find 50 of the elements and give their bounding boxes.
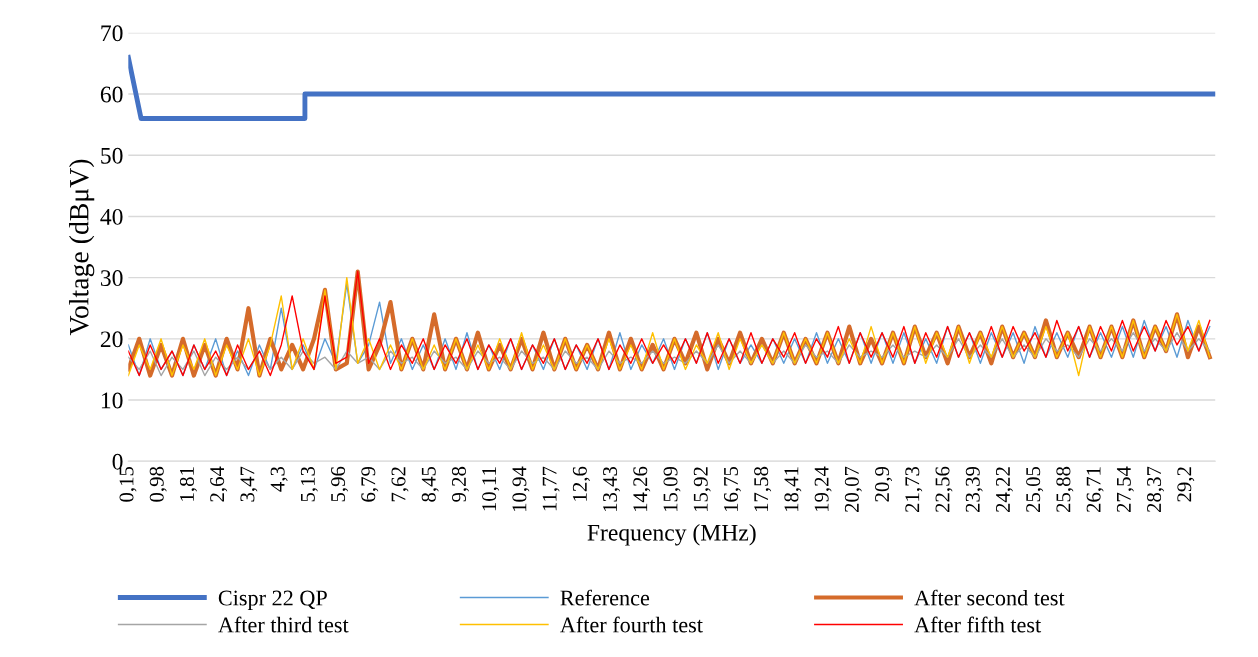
x-tick-label: 4,3: [270, 466, 288, 492]
x-tick-label: 3,47: [240, 466, 258, 502]
y-tick-label: 40: [100, 208, 123, 225]
y-tick-label: 70: [101, 25, 123, 42]
x-tick-label: 5,96: [331, 466, 349, 502]
y-axis-title: Voltage (dBμV): [69, 159, 95, 336]
x-tick-label: 16,75: [723, 466, 741, 512]
legend-label: After third test: [218, 616, 349, 633]
y-tick-label: 50: [101, 147, 123, 164]
x-tick-label: 9,28: [451, 466, 469, 502]
x-tick-label: 13,43: [603, 466, 621, 512]
x-tick-label: 26,71: [1086, 467, 1104, 513]
x-tick-label: 10,11: [482, 467, 500, 511]
legend-label: After fourth test: [560, 616, 703, 633]
x-tick-label: 20,07: [844, 466, 862, 513]
x-tick-label: 25,05: [1026, 466, 1044, 513]
legend-label: Cispr 22 QP: [218, 590, 327, 611]
x-tick-label: 14,26: [633, 466, 651, 512]
x-tick-label: 0,98: [149, 466, 167, 502]
x-axis-title: Frequency (MHz): [587, 524, 756, 546]
x-tick-label: 2,64: [210, 466, 228, 502]
x-tick-label: 22,56: [935, 466, 953, 513]
x-tick-label: 25,88: [1056, 466, 1074, 513]
x-tick-label: 15,09: [663, 466, 681, 512]
x-tick-label: 18,41: [784, 467, 802, 512]
x-tick-label: 29,2: [1177, 467, 1195, 502]
x-tick-label: 20,9: [875, 466, 893, 502]
x-tick-label: 8,45: [421, 466, 439, 502]
x-tick-label: 17,58: [754, 466, 772, 512]
y-tick-label: 60: [100, 86, 123, 103]
x-tick-label: 11,77: [542, 466, 560, 511]
x-tick-label: 12,6: [572, 466, 590, 501]
x-tick-label: 24,22: [995, 467, 1013, 513]
x-tick-label: 27,54: [1116, 466, 1134, 513]
legend-label: Reference: [560, 589, 650, 606]
y-tick-label: 20: [100, 331, 123, 348]
x-tick-label: 1,81: [179, 467, 197, 501]
x-tick-label: 10,94: [512, 466, 530, 512]
x-tick-label: 21,73: [905, 466, 923, 513]
y-tick-label: 10: [101, 392, 123, 409]
x-tick-label: 15,92: [693, 467, 711, 512]
x-tick-label: 6,79: [361, 466, 379, 502]
x-tick-label: 19,24: [814, 466, 832, 512]
legend-label: After fifth test: [914, 616, 1042, 633]
x-tick-label: 7,62: [391, 467, 409, 502]
x-tick-label: 28,37: [1147, 466, 1165, 513]
y-tick-label: 30: [100, 270, 123, 287]
x-tick-label: 5,13: [300, 466, 318, 502]
legend-label: After second test: [914, 589, 1065, 606]
x-tick-label: 23,39: [965, 466, 983, 513]
